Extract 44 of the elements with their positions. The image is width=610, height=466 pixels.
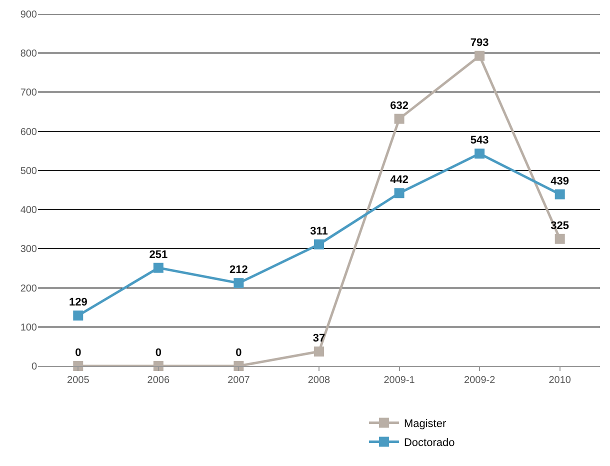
data-label: 0 xyxy=(236,347,242,359)
y-tick-label: 100 xyxy=(20,322,38,334)
y-tick-label: 900 xyxy=(20,10,38,20)
data-label: 439 xyxy=(550,175,570,188)
y-tick-label: 300 xyxy=(20,244,38,256)
legend-label: Magister xyxy=(404,418,446,430)
x-tick-label: 2008 xyxy=(308,375,331,386)
data-label: 251 xyxy=(149,248,168,261)
data-label: 793 xyxy=(470,36,489,49)
data-label: 212 xyxy=(230,264,248,276)
x-tick-label: 2006 xyxy=(147,375,170,386)
y-tick-label: 200 xyxy=(20,283,38,294)
point xyxy=(73,310,84,321)
point xyxy=(474,148,485,159)
data-label: 0 xyxy=(75,347,82,359)
point xyxy=(314,346,324,357)
x-tick-label: 2005 xyxy=(67,375,90,386)
point xyxy=(394,188,404,198)
y-tick-label: 600 xyxy=(20,126,38,138)
data-label: 442 xyxy=(390,174,408,186)
data-label: 37 xyxy=(312,332,326,345)
point xyxy=(554,189,565,200)
x-tick-label: 2009-2 xyxy=(464,375,496,386)
data-label: 0 xyxy=(155,347,162,359)
data-label: 311 xyxy=(310,225,328,238)
y-tick-label: 500 xyxy=(20,166,38,177)
legend-label: Doctorado xyxy=(404,437,455,450)
x-tick-label: 2007 xyxy=(228,375,250,386)
data-label: 129 xyxy=(68,296,88,309)
point xyxy=(554,234,565,244)
y-tick-label: 0 xyxy=(31,362,38,372)
point xyxy=(314,239,324,250)
y-tick-label: 800 xyxy=(20,48,38,60)
point xyxy=(153,262,164,273)
y-tick-label: 700 xyxy=(20,88,38,99)
y-tick-label: 400 xyxy=(20,205,38,216)
point xyxy=(234,278,244,288)
x-tick-label: 2010 xyxy=(548,375,572,386)
point xyxy=(474,50,485,61)
data-label: 325 xyxy=(550,220,570,232)
point xyxy=(394,114,404,124)
data-label: 632 xyxy=(390,100,408,112)
data-label: 543 xyxy=(470,134,489,147)
x-tick-label: 2009-1 xyxy=(384,375,416,386)
